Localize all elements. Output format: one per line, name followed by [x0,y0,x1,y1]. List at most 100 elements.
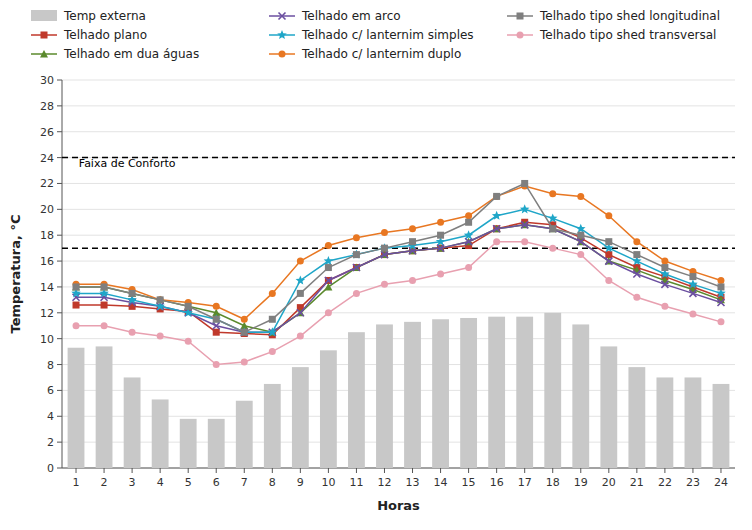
legend-label: Telhado tipo shed longitudinal [539,9,720,23]
y-axis-label: Temperatura, °C [8,215,23,334]
marker [717,299,724,306]
marker [157,296,164,303]
y-tick-label: 2 [47,436,54,449]
y-tick [57,209,62,210]
grid-line [62,209,735,210]
marker [324,256,334,265]
marker [465,238,472,245]
bar [713,384,730,468]
bar [376,324,393,468]
annotation: Faixa de Conforto [79,157,176,170]
grid-line [62,131,735,132]
marker [129,290,136,297]
marker [325,242,332,249]
x-tick-label: 2 [101,476,108,489]
marker [157,333,164,340]
marker [353,290,360,297]
y-tick-label: 8 [47,359,54,372]
grid-line [62,312,735,313]
marker [185,338,192,345]
marker [577,251,584,258]
marker [661,303,668,310]
marker [353,264,360,271]
bar [404,322,421,468]
legend-swatch [31,10,57,21]
marker [72,283,80,291]
x-tick-label: 23 [686,476,700,489]
marker [73,283,80,290]
x-tick-label: 9 [297,476,304,489]
bar [96,346,113,468]
y-tick [57,338,62,339]
y-tick [57,390,62,391]
marker [577,238,585,246]
line-series [73,180,725,336]
bar [516,317,533,468]
marker [661,258,668,265]
marker [409,238,416,245]
marker [213,322,220,329]
legend-item: Telhado em dua águas [31,47,199,61]
marker [297,290,304,297]
marker [297,258,304,265]
legend-marker [41,32,48,39]
x-tick-label: 22 [658,476,672,489]
x-tick-label: 17 [518,476,532,489]
line-series [71,204,725,336]
x-tick [104,468,105,473]
grid-line [62,80,735,81]
x-tick-label: 21 [630,476,644,489]
marker [605,277,612,284]
chart: 0246810121416182022242628301234567891011… [0,0,752,530]
marker [521,238,528,245]
marker [296,275,306,284]
y-tick [57,442,62,443]
bar [628,367,645,468]
marker [325,277,332,284]
legend-label: Telhado tipo shed transversal [539,28,716,42]
marker [605,238,612,245]
marker [688,279,698,288]
x-tick [160,468,161,473]
marker [493,193,500,200]
x-tick [356,468,357,473]
marker [549,225,556,232]
x-tick [636,468,637,473]
x-tick [524,468,525,473]
y-tick-label: 6 [47,384,54,397]
bar-series [68,313,730,468]
x-tick-label: 12 [377,476,391,489]
legend-item: Telhado tipo shed transversal [507,28,716,42]
x-tick-label: 14 [434,476,448,489]
line [76,242,721,365]
marker [352,250,362,259]
marker [437,232,444,239]
grid-line [62,105,735,106]
axes: 0246810121416182022242628301234567891011… [40,74,735,489]
marker [577,193,584,200]
marker [156,296,164,304]
legend-label: Temp externa [63,9,146,23]
marker [325,309,332,316]
y-tick-label: 14 [40,281,54,294]
y-tick-label: 30 [40,74,54,87]
x-tick-label: 7 [241,476,248,489]
line [76,225,721,332]
line [76,222,721,335]
x-tick [300,468,301,473]
marker [381,245,388,252]
marker [437,245,444,252]
marker [381,251,388,258]
x-tick [580,468,581,473]
marker [437,219,444,226]
marker [633,271,640,278]
marker [492,211,502,220]
marker [465,219,472,226]
marker [353,264,360,271]
marker [520,204,530,213]
marker [633,238,640,245]
marker [605,212,612,219]
plot-area [62,158,735,468]
marker [101,302,108,309]
x-tick-label: 19 [574,476,588,489]
